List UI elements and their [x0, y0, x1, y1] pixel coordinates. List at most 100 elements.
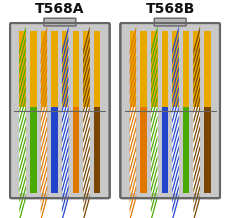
- Polygon shape: [172, 85, 179, 114]
- Polygon shape: [151, 184, 158, 213]
- Polygon shape: [62, 85, 68, 114]
- Polygon shape: [172, 184, 179, 213]
- Polygon shape: [41, 145, 47, 174]
- Polygon shape: [83, 56, 90, 84]
- Polygon shape: [62, 46, 68, 75]
- Polygon shape: [62, 115, 68, 144]
- Polygon shape: [130, 95, 136, 124]
- Polygon shape: [19, 66, 26, 94]
- Polygon shape: [151, 194, 158, 218]
- Polygon shape: [19, 115, 26, 144]
- Polygon shape: [172, 135, 179, 164]
- Polygon shape: [62, 26, 68, 55]
- Polygon shape: [194, 66, 200, 94]
- Polygon shape: [62, 125, 68, 154]
- Bar: [83, 31, 90, 111]
- Polygon shape: [62, 165, 68, 193]
- Polygon shape: [130, 75, 136, 104]
- Polygon shape: [172, 165, 179, 193]
- Polygon shape: [194, 165, 200, 193]
- Polygon shape: [194, 26, 200, 55]
- Polygon shape: [194, 56, 200, 84]
- Bar: [151, 31, 158, 111]
- Polygon shape: [83, 115, 90, 144]
- Bar: [172, 31, 179, 111]
- Polygon shape: [172, 95, 179, 124]
- Text: T568B: T568B: [146, 2, 195, 16]
- Polygon shape: [83, 105, 90, 134]
- Polygon shape: [62, 75, 68, 104]
- Bar: [51, 107, 58, 193]
- Bar: [83, 107, 90, 193]
- Bar: [172, 107, 179, 193]
- Bar: [62, 31, 68, 111]
- Polygon shape: [19, 26, 26, 55]
- Polygon shape: [62, 174, 68, 203]
- Bar: [194, 31, 200, 111]
- Bar: [30, 107, 36, 193]
- Bar: [183, 107, 189, 193]
- Polygon shape: [19, 165, 26, 193]
- Polygon shape: [83, 165, 90, 193]
- Polygon shape: [172, 115, 179, 144]
- Polygon shape: [62, 184, 68, 213]
- Polygon shape: [151, 56, 158, 84]
- Polygon shape: [83, 26, 90, 55]
- Polygon shape: [130, 66, 136, 94]
- Bar: [94, 31, 100, 111]
- FancyBboxPatch shape: [120, 23, 220, 198]
- Bar: [161, 31, 168, 111]
- Polygon shape: [172, 75, 179, 104]
- Polygon shape: [19, 75, 26, 104]
- Polygon shape: [172, 174, 179, 203]
- Polygon shape: [41, 85, 47, 114]
- Bar: [151, 107, 158, 193]
- FancyBboxPatch shape: [154, 18, 186, 26]
- Polygon shape: [83, 194, 90, 218]
- Polygon shape: [41, 165, 47, 193]
- Polygon shape: [41, 155, 47, 183]
- Polygon shape: [172, 125, 179, 154]
- Polygon shape: [194, 105, 200, 134]
- Bar: [140, 31, 147, 111]
- Polygon shape: [62, 194, 68, 218]
- Bar: [19, 31, 26, 111]
- Polygon shape: [130, 56, 136, 84]
- Polygon shape: [194, 155, 200, 183]
- Polygon shape: [130, 26, 136, 55]
- Bar: [30, 31, 36, 111]
- Polygon shape: [194, 184, 200, 213]
- Polygon shape: [83, 75, 90, 104]
- Polygon shape: [41, 115, 47, 144]
- Polygon shape: [194, 135, 200, 164]
- Polygon shape: [172, 155, 179, 183]
- Polygon shape: [194, 125, 200, 154]
- Polygon shape: [130, 174, 136, 203]
- Polygon shape: [172, 56, 179, 84]
- Polygon shape: [151, 145, 158, 174]
- Polygon shape: [41, 66, 47, 94]
- Polygon shape: [83, 36, 90, 65]
- Polygon shape: [151, 165, 158, 193]
- Polygon shape: [83, 46, 90, 75]
- Polygon shape: [19, 155, 26, 183]
- Polygon shape: [194, 145, 200, 174]
- Polygon shape: [19, 174, 26, 203]
- Polygon shape: [19, 95, 26, 124]
- Polygon shape: [151, 85, 158, 114]
- Polygon shape: [194, 95, 200, 124]
- FancyBboxPatch shape: [10, 23, 110, 198]
- Polygon shape: [19, 145, 26, 174]
- Polygon shape: [41, 184, 47, 213]
- Polygon shape: [151, 66, 158, 94]
- Polygon shape: [41, 174, 47, 203]
- Polygon shape: [62, 145, 68, 174]
- Polygon shape: [19, 184, 26, 213]
- Polygon shape: [62, 135, 68, 164]
- Polygon shape: [151, 36, 158, 65]
- Polygon shape: [62, 56, 68, 84]
- Polygon shape: [172, 46, 179, 75]
- Polygon shape: [41, 135, 47, 164]
- Polygon shape: [151, 135, 158, 164]
- Polygon shape: [151, 26, 158, 55]
